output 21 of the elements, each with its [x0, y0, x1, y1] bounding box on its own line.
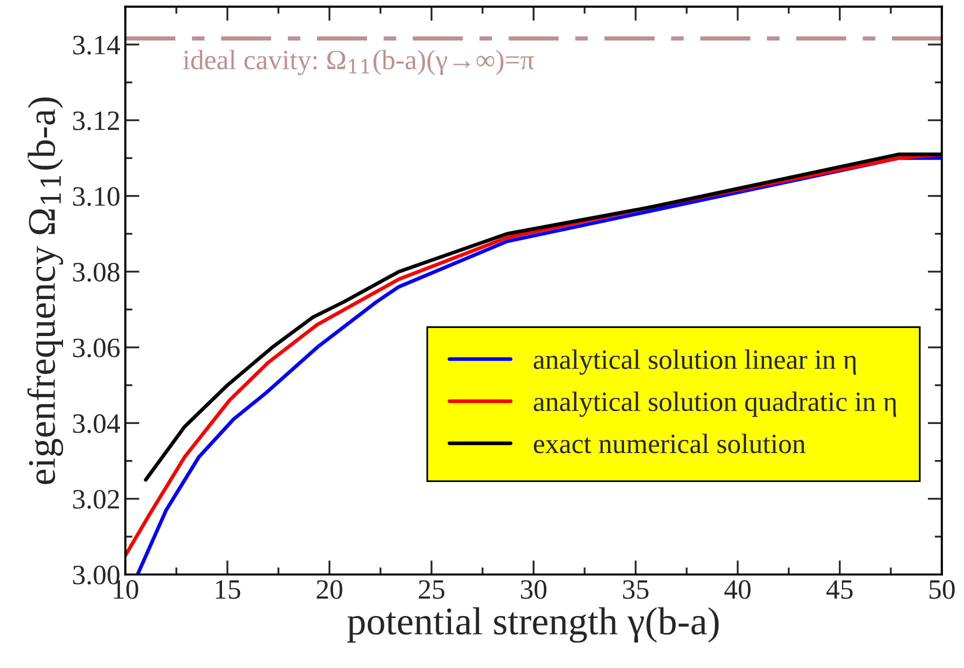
y-tick-label: 3.10 — [73, 187, 120, 206]
x-tick-label: 35 — [623, 580, 648, 599]
x-tick-label: 30 — [521, 580, 546, 599]
y-tick-label: 3.02 — [73, 490, 119, 509]
x-tick-label: 50 — [930, 580, 955, 599]
x-tick-label: 45 — [826, 580, 853, 599]
y-tick-label: 3.14 — [73, 36, 120, 55]
y-tick-label: 3.08 — [73, 262, 120, 282]
legend-label: analytical solution linear in η — [534, 350, 856, 375]
x-tick-label: 25 — [418, 580, 444, 599]
x-tick-label: 20 — [316, 580, 342, 599]
y-tick-label: 3.06 — [73, 338, 120, 358]
y-tick-label: 3.12 — [73, 111, 119, 130]
y-axis-title: eigenfrequency Ω$_{11}$(b-a) — [27, 97, 64, 484]
x-axis-title: potential strength γ(b-a) — [347, 607, 719, 643]
legend-label: exact numerical solution — [534, 434, 806, 454]
x-tick-label: 15 — [216, 580, 240, 599]
y-tick-label: 3.04 — [73, 414, 120, 434]
x-tick-label: 40 — [724, 580, 751, 599]
ref-line-label: ideal cavity: Ω$_{11}$(b-a)(γ→∞)=π — [183, 50, 534, 76]
legend-label: analytical solution quadratic in η — [534, 392, 896, 417]
